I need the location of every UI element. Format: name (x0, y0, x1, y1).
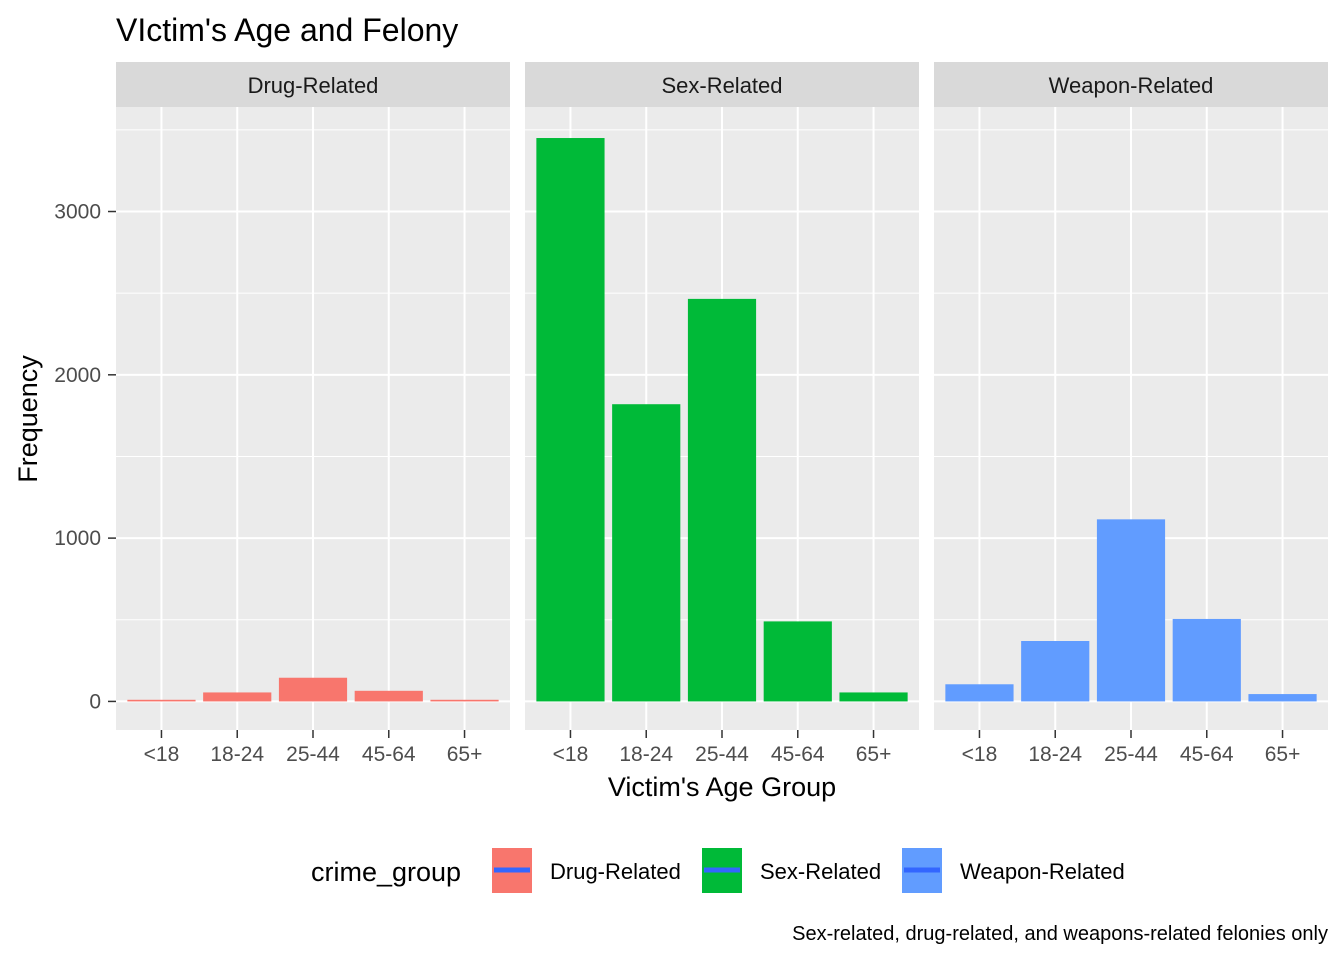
y-tick-label: 0 (89, 690, 101, 713)
legend-title: crime_group (311, 857, 461, 887)
bar-drug-related-3 (354, 690, 423, 702)
bar-sex-related-1 (612, 404, 681, 702)
bar-drug-related-1 (203, 692, 272, 702)
bar-weapon-related-1 (1021, 641, 1090, 702)
legend-item: Drug-Related (492, 848, 681, 893)
y-axis: 0 1000 2000 3000 (54, 201, 116, 713)
bar-drug-related-4 (430, 699, 499, 702)
facet-panel-weapon-related: Weapon-Related <18 18-24 25-44 45-64 65+ (934, 62, 1328, 766)
facet-panel-drug-related: Drug-Related <18 18-24 25-44 45-64 65+ (116, 62, 510, 766)
facet-strip-label: Sex-Related (661, 73, 782, 98)
facet-strip (525, 62, 919, 107)
legend: crime_group Drug-Related Sex-Related Weapo… (311, 848, 1125, 893)
bar-sex-related-0 (536, 138, 605, 702)
x-tick-label: 65+ (856, 743, 892, 766)
x-tick-label: 25-44 (695, 743, 749, 766)
facet-strip (116, 62, 510, 107)
bar-weapon-related-2 (1096, 519, 1166, 702)
legend-item: Weapon-Related (902, 848, 1125, 893)
legend-label: Sex-Related (760, 859, 881, 884)
y-tick-label: 2000 (54, 364, 101, 387)
facet-strip (934, 62, 1328, 107)
y-axis-title: Frequency (13, 355, 43, 483)
facet-panels: Drug-Related<18 18-24 25-44 45-64 65+Sex-Rel… (116, 62, 1328, 766)
x-tick-label: <18 (144, 743, 180, 766)
y-tick-label: 1000 (54, 527, 101, 550)
legend-item: Sex-Related (702, 848, 881, 893)
bar-sex-related-4 (839, 692, 908, 702)
x-tick-label: 18-24 (619, 743, 673, 766)
legend-label: Drug-Related (550, 859, 681, 884)
bar-sex-related-2 (687, 298, 757, 702)
facet-strip-label: Drug-Related (248, 73, 379, 98)
x-tick-label: 65+ (1265, 743, 1301, 766)
x-tick-label: 25-44 (286, 743, 340, 766)
facet-panel-sex-related: Sex-Related <18 18-24 25-44 45-64 65+ (525, 62, 919, 766)
x-tick-label: 18-24 (210, 743, 264, 766)
bar-weapon-related-4 (1248, 694, 1317, 702)
bar-sex-related-3 (763, 621, 832, 702)
facet-strip-label: Weapon-Related (1049, 73, 1214, 98)
x-tick-label: 45-64 (1180, 743, 1234, 766)
bar-drug-related-2 (278, 677, 348, 702)
bar-drug-related-0 (127, 699, 196, 702)
x-tick-label: 25-44 (1104, 743, 1158, 766)
x-tick-label: <18 (553, 743, 589, 766)
x-axis-title: Victim's Age Group (608, 772, 836, 802)
y-tick-label: 3000 (54, 201, 101, 224)
x-tick-label: 18-24 (1028, 743, 1082, 766)
x-tick-label: 45-64 (771, 743, 825, 766)
chart-caption: Sex-related, drug-related, and weapons-r… (792, 923, 1328, 945)
chart-title: VIctim's Age and Felony (116, 12, 458, 48)
x-tick-label: 45-64 (362, 743, 416, 766)
x-tick-label: <18 (962, 743, 998, 766)
bar-weapon-related-3 (1172, 618, 1241, 702)
bar-weapon-related-0 (945, 684, 1014, 702)
x-tick-label: 65+ (447, 743, 483, 766)
legend-label: Weapon-Related (960, 859, 1125, 884)
